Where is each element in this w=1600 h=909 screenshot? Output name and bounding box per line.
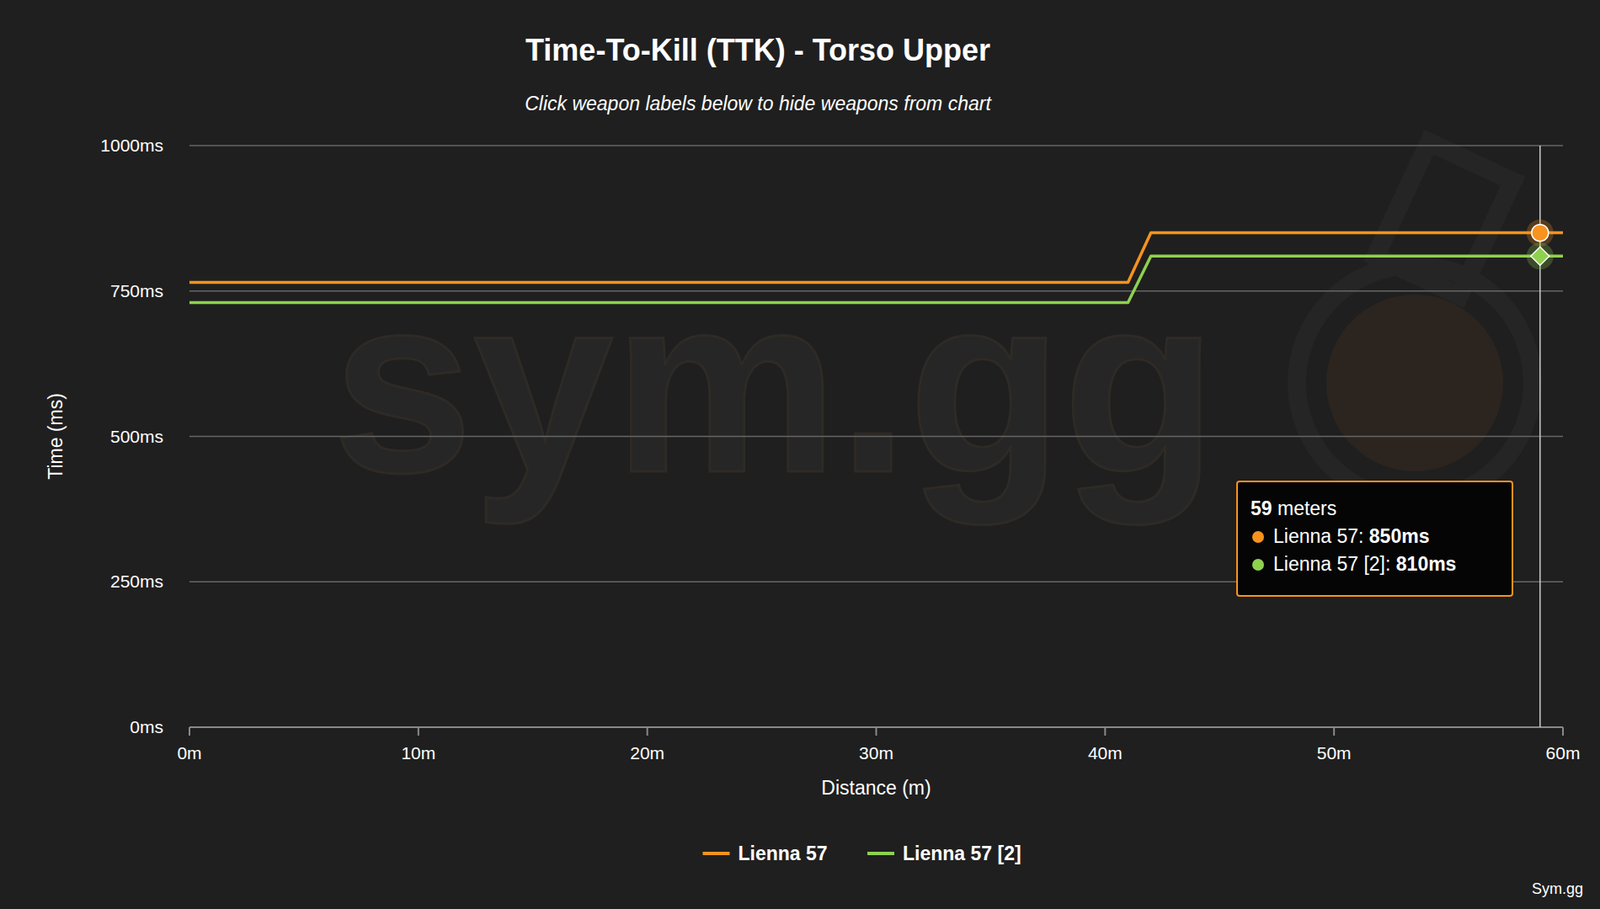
flask-neck bbox=[1375, 142, 1513, 296]
y-tick-label: 0ms bbox=[129, 717, 164, 737]
legend-swatch bbox=[703, 852, 731, 856]
x-tick-label: 10m bbox=[400, 743, 436, 763]
legend-item[interactable]: Lienna 57 [2] bbox=[867, 842, 1022, 865]
legend-label: Lienna 57 [2] bbox=[902, 842, 1022, 865]
tooltip-bullet bbox=[1252, 559, 1264, 571]
grid-line bbox=[189, 144, 1563, 147]
hover-halo bbox=[1526, 242, 1554, 270]
x-tick-label: 60m bbox=[1546, 743, 1581, 763]
subtitle: Click weapon labels below to hide weapon… bbox=[524, 92, 992, 115]
x-tick-label: 20m bbox=[629, 743, 665, 763]
hover-halo bbox=[1526, 219, 1554, 247]
x-tick-label: 50m bbox=[1317, 743, 1352, 763]
hover-marker bbox=[1530, 246, 1550, 266]
tooltip-bullet bbox=[1252, 531, 1264, 544]
tooltip-line-value: 810ms bbox=[1396, 553, 1457, 576]
plot-area bbox=[189, 219, 1563, 304]
x-tick bbox=[1562, 727, 1564, 736]
credit: Sym.gg bbox=[1531, 880, 1584, 898]
tooltip-box bbox=[1237, 481, 1513, 597]
tooltip-line: Lienna 57 [2]: 810ms bbox=[1273, 553, 1456, 576]
x-tick-label: 0m bbox=[176, 743, 202, 763]
y-tick-label: 750ms bbox=[110, 281, 164, 301]
y-tick-label: 250ms bbox=[110, 571, 164, 592]
legend-label: Lienna 57 bbox=[738, 842, 828, 865]
watermark-flask bbox=[1296, 142, 1533, 502]
tooltip-line-label: Lienna 57: bbox=[1273, 525, 1370, 548]
x-axis-title: Distance (m) bbox=[821, 777, 931, 800]
x-tick-label: 30m bbox=[858, 743, 894, 763]
tooltip: 59 meters Lienna 57: 850ms Lienna 57 [2]: … bbox=[1237, 481, 1513, 597]
y-axis-title: Time (ms) bbox=[44, 393, 67, 480]
tooltip-line-label: Lienna 57 [2]: bbox=[1273, 553, 1397, 576]
grid-line bbox=[189, 290, 1563, 293]
x-tick bbox=[188, 727, 191, 736]
x-tick bbox=[1104, 727, 1106, 736]
hover-marker bbox=[1531, 224, 1549, 242]
grid-line bbox=[189, 436, 1563, 438]
legend-swatch bbox=[867, 852, 895, 856]
tooltip-header: 59 meters bbox=[1250, 497, 1337, 520]
chart: sym.gg Time-To-Kill (TTK) - Torso Upper Cl… bbox=[0, 0, 1600, 909]
x-tick bbox=[875, 727, 878, 736]
tooltip-header-x: 59 bbox=[1250, 497, 1273, 520]
x-tick bbox=[1333, 727, 1335, 736]
tooltip-header-unit: meters bbox=[1272, 497, 1338, 520]
series-line bbox=[189, 256, 1563, 303]
x-tick-label: 40m bbox=[1088, 743, 1123, 763]
title: Time-To-Kill (TTK) - Torso Upper bbox=[525, 32, 991, 68]
flask-body bbox=[1296, 265, 1533, 502]
tooltip-line-value: 850ms bbox=[1369, 525, 1430, 548]
tooltip-line: Lienna 57: 850ms bbox=[1273, 525, 1430, 548]
watermark: sym.gg bbox=[332, 242, 1217, 528]
y-tick-label: 500ms bbox=[110, 426, 164, 447]
background bbox=[0, 0, 1600, 909]
legend-item[interactable]: Lienna 57 bbox=[703, 842, 828, 865]
legend: Lienna 57 Lienna 57 [2] bbox=[703, 842, 1022, 865]
y-tick-label: 1000ms bbox=[100, 135, 164, 155]
x-tick bbox=[646, 727, 649, 736]
flask-liquid bbox=[1326, 294, 1504, 472]
x-tick bbox=[417, 727, 420, 736]
